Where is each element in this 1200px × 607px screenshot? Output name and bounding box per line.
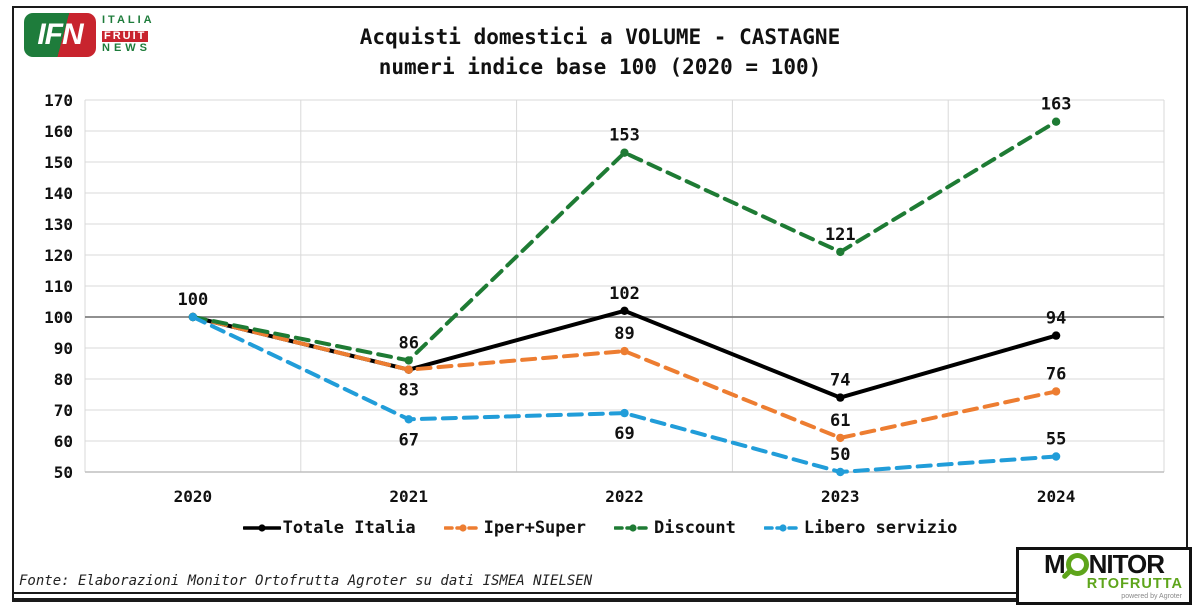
y-tick-label: 150: [44, 153, 73, 172]
y-tick-label: 80: [54, 370, 73, 389]
legend-marker-discount: [614, 524, 652, 532]
ifn-word-news: NEWS: [102, 42, 151, 55]
y-tick-label: 120: [44, 246, 73, 265]
gridlines: 50 60 70 80 90 100 110 120 130 140 150 160 170: [44, 91, 1165, 482]
legend: Totale Italia Iper+Super Discount Libero se…: [0, 518, 1200, 538]
legend-label: Discount: [654, 518, 736, 538]
data-label-libero-servizio: 67: [398, 430, 418, 450]
monitor-logo-nitor: NITOR: [1088, 549, 1165, 579]
y-tick-label: 110: [44, 277, 73, 296]
data-point-discount: [1051, 117, 1061, 126]
data-point-totale-italia: [836, 393, 845, 402]
data-label-totale-italia: 100: [178, 290, 209, 310]
data-point-iper-super: [1051, 387, 1061, 396]
monitor-logo-m: M: [1043, 549, 1066, 579]
data-point-iper-super: [404, 365, 413, 374]
data-point-iper-super: [836, 433, 845, 443]
data-point-iper-super: [620, 346, 629, 356]
data-point-libero-servizio: [188, 312, 198, 322]
chart-title-block: Acquisti domestici a VOLUME - CASTAGNE n…: [0, 22, 1200, 82]
x-tick-label: 2023: [821, 487, 860, 506]
y-tick-label: 70: [54, 401, 73, 420]
data-label-totale-italia: 102: [609, 284, 640, 304]
monitor-ortofrutta-logo: M NITOR RTOFRUTTA powered by Agroter: [1016, 547, 1192, 605]
monitor-logo-line2: RTOFRUTTA: [1086, 576, 1183, 592]
ifn-logo-words: ITALIA FRUIT NEWS: [102, 14, 155, 55]
data-label-libero-servizio: 69: [614, 424, 634, 444]
series-line-discount: [190, 119, 1059, 363]
data-point-libero-servizio: [404, 415, 413, 424]
legend-item-discount: Discount: [614, 518, 736, 538]
y-tick-label: 130: [44, 215, 73, 234]
data-point-totale-italia: [1051, 331, 1061, 340]
ifn-logo-badge: IFN: [24, 13, 96, 57]
series-line-iper-super: [190, 315, 1059, 440]
chart-subtitle: numeri indice base 100 (2020 = 100): [378, 55, 822, 79]
data-label-discount: 121: [825, 225, 856, 245]
magnifier-icon: [1065, 552, 1089, 576]
data-label-totale-italia: 74: [830, 371, 850, 391]
x-tick-label: 2022: [605, 487, 644, 506]
data-label-discount: 86: [398, 333, 418, 353]
y-tick-label: 90: [54, 339, 73, 358]
data-point-discount: [836, 247, 845, 257]
x-tick-label: 2020: [174, 487, 213, 506]
data-label-iper-super: 76: [1046, 364, 1066, 384]
legend-label: Totale Italia: [282, 518, 416, 538]
ifn-word-fruit: FRUIT: [102, 29, 149, 43]
legend-item-libero-servizio: Libero servizio: [763, 518, 958, 538]
data-label-totale-italia: 94: [1046, 309, 1066, 329]
x-tick-label: 2024: [1037, 487, 1076, 506]
data-point-libero-servizio: [836, 467, 845, 477]
data-label-discount: 153: [609, 126, 640, 146]
legend-label: Iper+Super: [483, 518, 586, 538]
legend-label: Libero servizio: [803, 518, 958, 538]
source-strip: Fonte: Elaborazioni Monitor Ortofrutta A…: [14, 572, 1186, 594]
x-tick-label: 2021: [389, 487, 428, 506]
data-point-libero-servizio: [620, 408, 629, 418]
ifn-logo: IFN ITALIA FRUIT NEWS: [24, 13, 155, 57]
data-label-libero-servizio: 50: [830, 445, 850, 465]
data-label-iper-super: 61: [830, 411, 850, 431]
data-label-iper-super: 89: [614, 324, 634, 344]
legend-item-totale-italia: Totale Italia: [242, 518, 416, 538]
y-tick-label: 170: [44, 91, 73, 110]
data-label-totale-italia: 83: [398, 381, 418, 401]
data-label-discount: 163: [1041, 95, 1072, 115]
ifn-word-italia: ITALIA: [102, 14, 155, 27]
monitor-logo-powered: powered by Agroter: [1121, 593, 1182, 600]
data-point-totale-italia: [620, 306, 629, 315]
outer-frame: [12, 6, 1188, 602]
data-point-discount: [404, 356, 413, 365]
monitor-logo-line1: M NITOR: [1024, 551, 1184, 577]
legend-marker-libero-servizio: [763, 524, 802, 532]
legend-marker-totale-italia: [242, 524, 281, 532]
data-point-libero-servizio: [1051, 452, 1061, 461]
data-label-libero-servizio: 55: [1046, 430, 1066, 450]
data-point-discount: [620, 148, 629, 157]
ifn-logo-abbr: IFN: [37, 18, 83, 51]
chart-title: Acquisti domestici a VOLUME - CASTAGNE: [359, 25, 841, 49]
source-text: Fonte: Elaborazioni Monitor Ortofrutta A…: [19, 573, 593, 589]
legend-marker-iper-super: [443, 524, 482, 532]
y-tick-label: 100: [44, 308, 73, 327]
legend-item-iper-super: Iper+Super: [443, 518, 586, 538]
y-tick-label: 140: [44, 184, 73, 203]
y-tick-label: 60: [54, 432, 73, 451]
y-tick-label: 160: [44, 122, 73, 141]
y-tick-label: 50: [54, 463, 73, 482]
